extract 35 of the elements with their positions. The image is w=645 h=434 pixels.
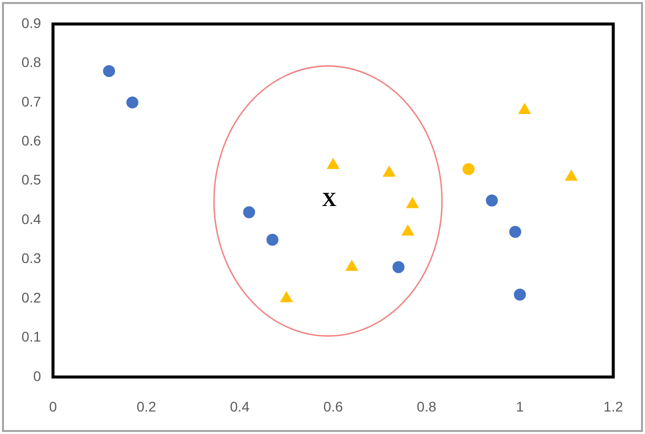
x-tick-label: 1.2	[604, 398, 624, 414]
point	[392, 261, 404, 274]
point	[514, 288, 526, 301]
point	[509, 226, 522, 238]
x-tick-label: 1	[516, 398, 524, 414]
y-tick-label: 0.6	[22, 132, 42, 149]
y-tick-label: 0.4	[22, 210, 42, 227]
point	[565, 170, 578, 181]
y-tick-label: 0.7	[22, 93, 42, 110]
point	[126, 96, 138, 108]
x-tick-label: 0	[49, 398, 58, 414]
y-tick-label: 0	[33, 368, 42, 384]
point	[103, 65, 116, 78]
point	[266, 234, 278, 246]
point	[518, 103, 531, 114]
point	[383, 166, 396, 177]
annotation: X	[322, 189, 337, 212]
point	[402, 224, 414, 236]
x-tick-label: 0.8	[416, 398, 436, 414]
point	[243, 206, 256, 218]
x-tick-label: 0.4	[230, 398, 250, 414]
y-tick-label: 0.1	[22, 328, 42, 345]
point	[327, 158, 340, 169]
x-tick-label: 0.6	[323, 398, 344, 414]
y-tick-label: 0.8	[22, 54, 42, 70]
point	[486, 194, 498, 206]
y-tick-label: 0.2	[22, 289, 42, 306]
x-tick-label: 0.2	[136, 398, 156, 414]
point	[280, 292, 293, 302]
point	[462, 163, 475, 176]
y-tick-label: 0.5	[22, 172, 42, 188]
point	[406, 197, 419, 208]
y-tick-label: 0.3	[22, 250, 42, 266]
y-tick-label: 0.9	[22, 14, 42, 31]
point	[346, 260, 358, 271]
